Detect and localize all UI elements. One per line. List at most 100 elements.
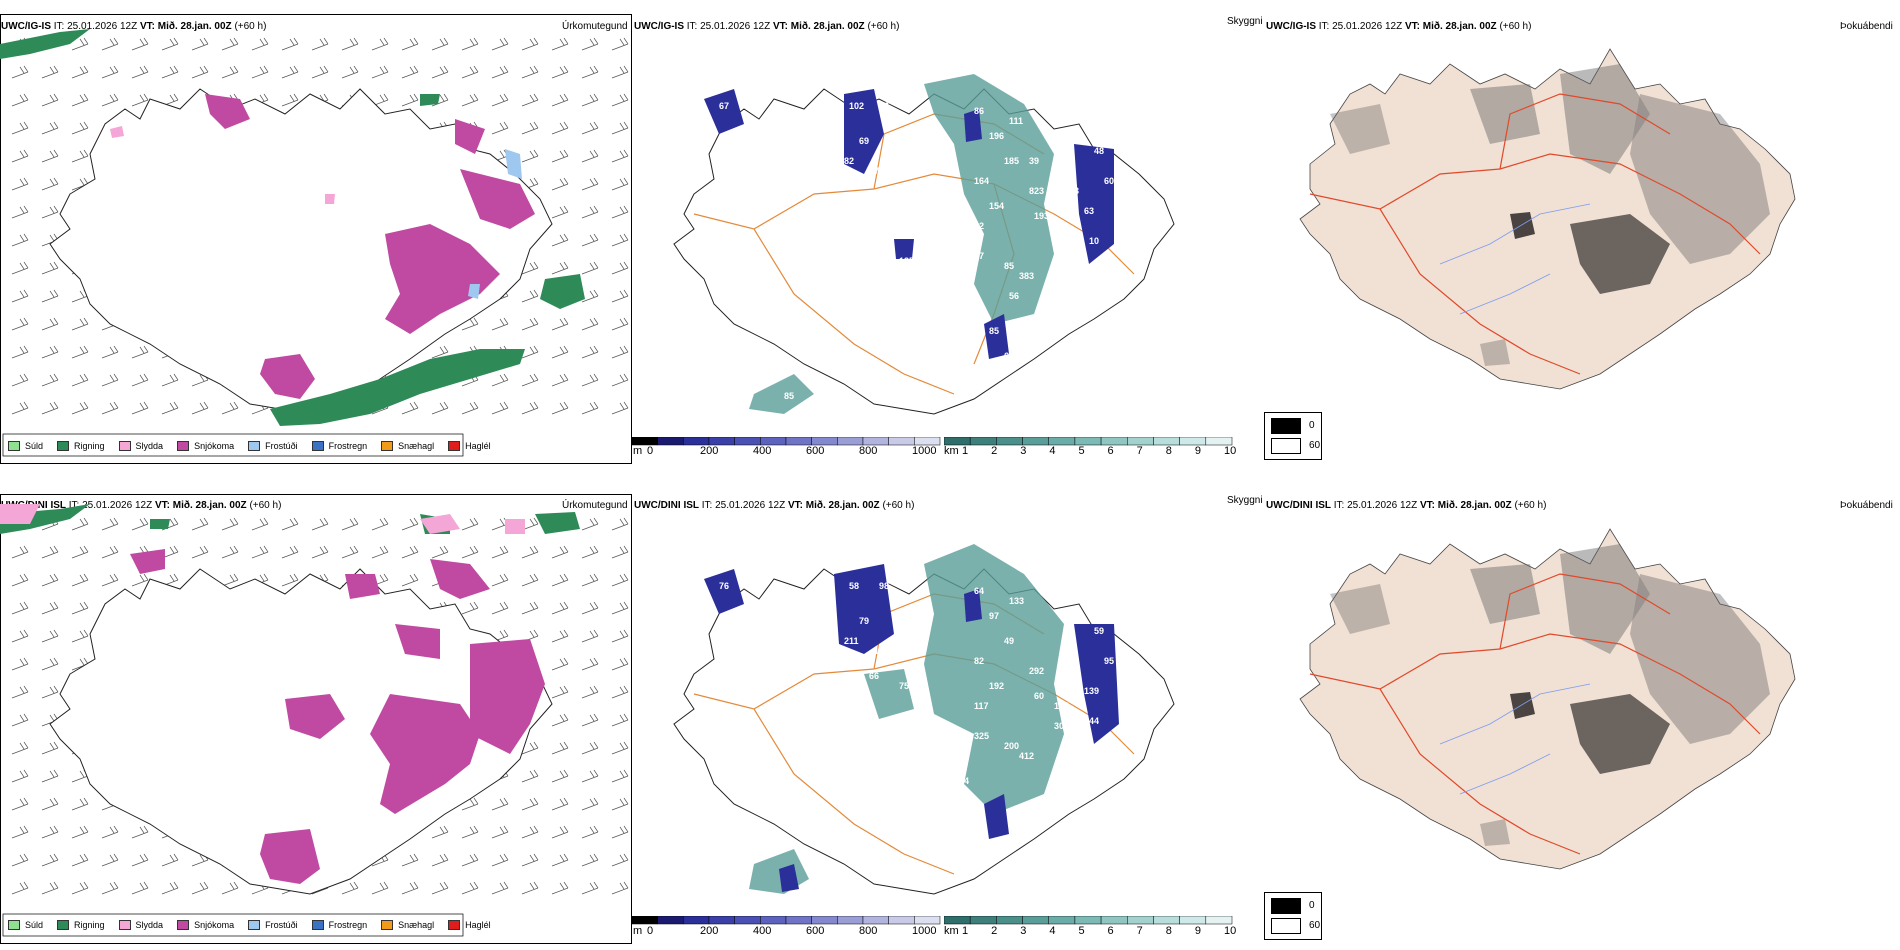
wind-barb bbox=[11, 741, 29, 755]
wind-barb bbox=[11, 317, 29, 331]
wind-barb bbox=[131, 37, 149, 51]
cloud-value-label: 185 bbox=[1004, 156, 1019, 166]
wind-barb bbox=[491, 401, 509, 415]
wind-barb bbox=[521, 317, 539, 331]
fog-map-top bbox=[1299, 48, 1796, 390]
wind-barb bbox=[11, 345, 29, 359]
wind-barb bbox=[41, 601, 59, 615]
legend-item: Frostúði bbox=[248, 441, 298, 451]
wind-barb bbox=[101, 345, 119, 359]
wind-barb bbox=[581, 573, 599, 587]
wind-barb bbox=[71, 345, 89, 359]
legend-label: 0 bbox=[1309, 900, 1315, 911]
wind-barb bbox=[611, 517, 629, 531]
wind-barb bbox=[221, 37, 239, 51]
colorbar-segment bbox=[969, 437, 997, 446]
wind-barb bbox=[41, 881, 59, 895]
cloud-value-label: 134 bbox=[1054, 701, 1069, 711]
wind-barb bbox=[611, 345, 629, 359]
wind-barb bbox=[41, 769, 59, 783]
cloud-value-label: 39 bbox=[1029, 156, 1039, 166]
panel-title-cloud: Skyggni bbox=[1227, 495, 1263, 506]
colorbar-tick-label: 2 bbox=[991, 445, 998, 457]
colorbar-tick-label: 600 bbox=[806, 925, 825, 937]
wind-barb bbox=[341, 545, 359, 559]
cloud-value-label: 44 bbox=[1089, 716, 1099, 726]
legend-swatch bbox=[1271, 438, 1301, 454]
colorbar-segment bbox=[914, 916, 941, 925]
wind-barb bbox=[11, 65, 29, 79]
cloud-value-label: 111 bbox=[1009, 116, 1023, 126]
cloud-value-label: 82 bbox=[844, 156, 854, 166]
cloud-value-label: 82 bbox=[974, 221, 984, 231]
wind-barb bbox=[521, 93, 539, 107]
wind-barb bbox=[611, 629, 629, 643]
wind-barb bbox=[431, 37, 449, 51]
wind-barb bbox=[311, 37, 329, 51]
wind-barb bbox=[71, 65, 89, 79]
wind-barb bbox=[401, 37, 419, 51]
wind-barb bbox=[71, 825, 89, 839]
valid-label: VT: bbox=[1419, 500, 1435, 511]
fog-legend-top: 0 60 bbox=[1264, 412, 1322, 460]
wind-barb bbox=[521, 289, 539, 303]
wind-barb bbox=[161, 401, 179, 415]
wind-barb bbox=[611, 65, 629, 79]
wind-barb bbox=[281, 37, 299, 51]
wind-barb bbox=[491, 601, 509, 615]
colorbar-segment bbox=[811, 437, 838, 446]
legend-swatch bbox=[118, 920, 131, 930]
wind-barb bbox=[431, 401, 449, 415]
wind-barb bbox=[611, 825, 629, 839]
wind-barb bbox=[581, 37, 599, 51]
wind-barb bbox=[71, 881, 89, 895]
legend-label: Rigning bbox=[74, 441, 105, 451]
cloud-value-label: 247 bbox=[1099, 741, 1114, 751]
lead-time: (+60 h) bbox=[867, 21, 900, 32]
wind-barb bbox=[521, 825, 539, 839]
wind-barb bbox=[281, 65, 299, 79]
cloud-value-label: 56 bbox=[1009, 291, 1019, 301]
colorbar-segment bbox=[657, 437, 684, 446]
valid-time: Mið. 28.jan. 00Z bbox=[805, 500, 880, 511]
cloud-base-colorbar-bottom bbox=[632, 916, 941, 925]
legend-label: Slydda bbox=[135, 441, 164, 451]
model-name: UWC/DINI ISL bbox=[1266, 500, 1331, 511]
cloud-value-label: 11 bbox=[1044, 296, 1054, 306]
cloud-value-label: 230 bbox=[1054, 241, 1069, 251]
legend-label: Haglél bbox=[465, 441, 491, 451]
legend-label: Frostúði bbox=[265, 920, 298, 930]
wind-barb bbox=[491, 881, 509, 895]
panel-header: UWC/DINI ISL IT: 25.01.2026 12Z VT: Mið.… bbox=[1266, 500, 1546, 511]
wind-barb bbox=[251, 545, 269, 559]
wind-barb bbox=[341, 881, 359, 895]
wind-barb bbox=[611, 93, 629, 107]
colorbar-tick-label: 1000 bbox=[912, 445, 937, 457]
wind-barb bbox=[221, 545, 239, 559]
wind-barb bbox=[431, 93, 449, 107]
wind-barb bbox=[551, 149, 569, 163]
valid-time: Mið. 28.jan. 00Z bbox=[172, 500, 247, 511]
fog-legend-bottom: 0 60 bbox=[1264, 892, 1322, 940]
wind-barb bbox=[131, 345, 149, 359]
wind-barb bbox=[551, 657, 569, 671]
legend-swatch bbox=[248, 920, 261, 930]
wind-barb bbox=[491, 373, 509, 387]
rivers bbox=[1439, 203, 1591, 315]
wind-barb bbox=[551, 401, 569, 415]
cloud-value-label: 95 bbox=[1104, 656, 1114, 666]
legend-item: Snjókoma bbox=[177, 441, 234, 451]
wind-barb bbox=[581, 205, 599, 219]
lead-time: (+60 h) bbox=[1499, 21, 1532, 32]
wind-barb bbox=[611, 373, 629, 387]
wind-barb bbox=[11, 573, 29, 587]
colorbar-tick-label: 5 bbox=[1078, 445, 1085, 457]
wind-barb bbox=[521, 881, 539, 895]
legend-background bbox=[2, 913, 464, 937]
legend-swatch bbox=[1271, 918, 1301, 934]
wind-barb bbox=[11, 233, 29, 247]
snow-areas bbox=[205, 94, 535, 399]
wind-barb bbox=[161, 37, 179, 51]
wind-barb bbox=[521, 797, 539, 811]
wind-barb bbox=[401, 881, 419, 895]
